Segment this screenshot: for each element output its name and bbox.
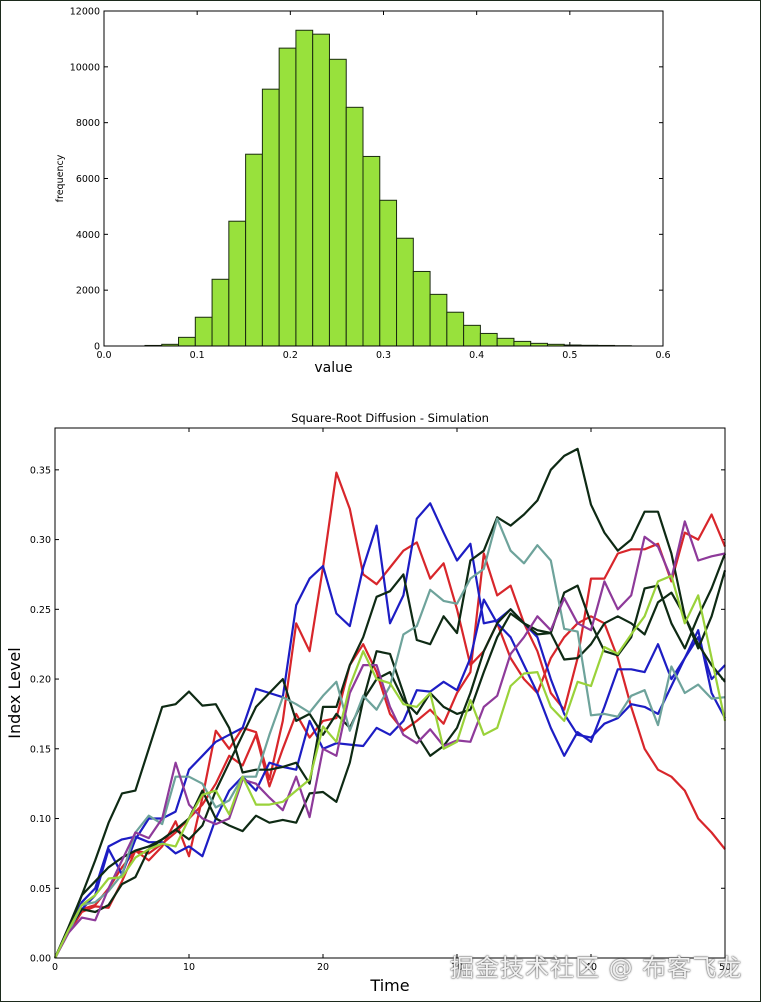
y-tick-label: 8000	[76, 118, 100, 129]
x-tick-label: 0.6	[655, 350, 670, 361]
y-tick-label: 0.15	[30, 744, 51, 755]
y-tick-label: 12000	[70, 7, 100, 18]
y-tick-label: 0.05	[30, 884, 51, 895]
y-axis-label: Index Level	[5, 647, 24, 738]
watermark: 掘金技术社区 @ 布客飞龙	[450, 954, 743, 982]
x-tick-label: 0.5	[562, 350, 577, 361]
x-tick-label: 20	[317, 962, 329, 973]
x-tick-label: 0.4	[469, 350, 484, 361]
series-line-6	[54, 553, 727, 959]
histogram-chart: 0.0 0.1 0.2 0.3 0.4 0.5 0.6 0 2000 4000 6000 8000 10…	[55, 7, 671, 377]
series-line-10	[54, 574, 727, 959]
x-tick-label: 40	[585, 962, 597, 973]
y-axis-label: frequency	[55, 154, 66, 202]
x-tick-label: 10	[183, 962, 195, 973]
series-line-9	[54, 520, 726, 959]
y-tick-label: 0.20	[30, 675, 51, 686]
series-line-2	[54, 513, 727, 959]
y-tick-label: 0	[94, 342, 100, 353]
y-tick-label: 10000	[70, 62, 100, 73]
series-line-3	[54, 502, 726, 959]
y-tick-label: 4000	[76, 230, 100, 241]
series-line-4	[54, 598, 726, 959]
y-tick-label: 0.10	[30, 814, 51, 825]
x-tick-label: 0.1	[190, 350, 205, 361]
x-tick-label: 0	[52, 962, 58, 973]
chart-title: Square-Root Diffusion - Simulation	[291, 411, 489, 425]
x-tick-label: 30	[451, 962, 463, 973]
y-tick-label: 6000	[76, 174, 100, 185]
y-tick-label: 0.35	[30, 465, 51, 476]
plot-frame	[54, 427, 726, 959]
series-line-8	[54, 517, 726, 959]
x-tick-label: 0.0	[96, 350, 111, 361]
series-line-5	[53, 447, 727, 959]
x-tick-label: 50	[719, 962, 731, 973]
y-tick-label: 2000	[76, 286, 100, 297]
x-axis-label: Time	[369, 976, 409, 995]
y-tick-label: 0.00	[30, 954, 51, 965]
series-line-7	[54, 591, 726, 959]
x-tick-label: 0.3	[376, 350, 391, 361]
plot-frame	[103, 10, 664, 347]
y-tick-label: 0.25	[30, 605, 51, 616]
x-axis-label: value	[314, 360, 352, 376]
x-tick-label: 0.2	[283, 350, 298, 361]
y-tick-label: 0.30	[30, 535, 51, 546]
series-line-1	[54, 471, 726, 959]
